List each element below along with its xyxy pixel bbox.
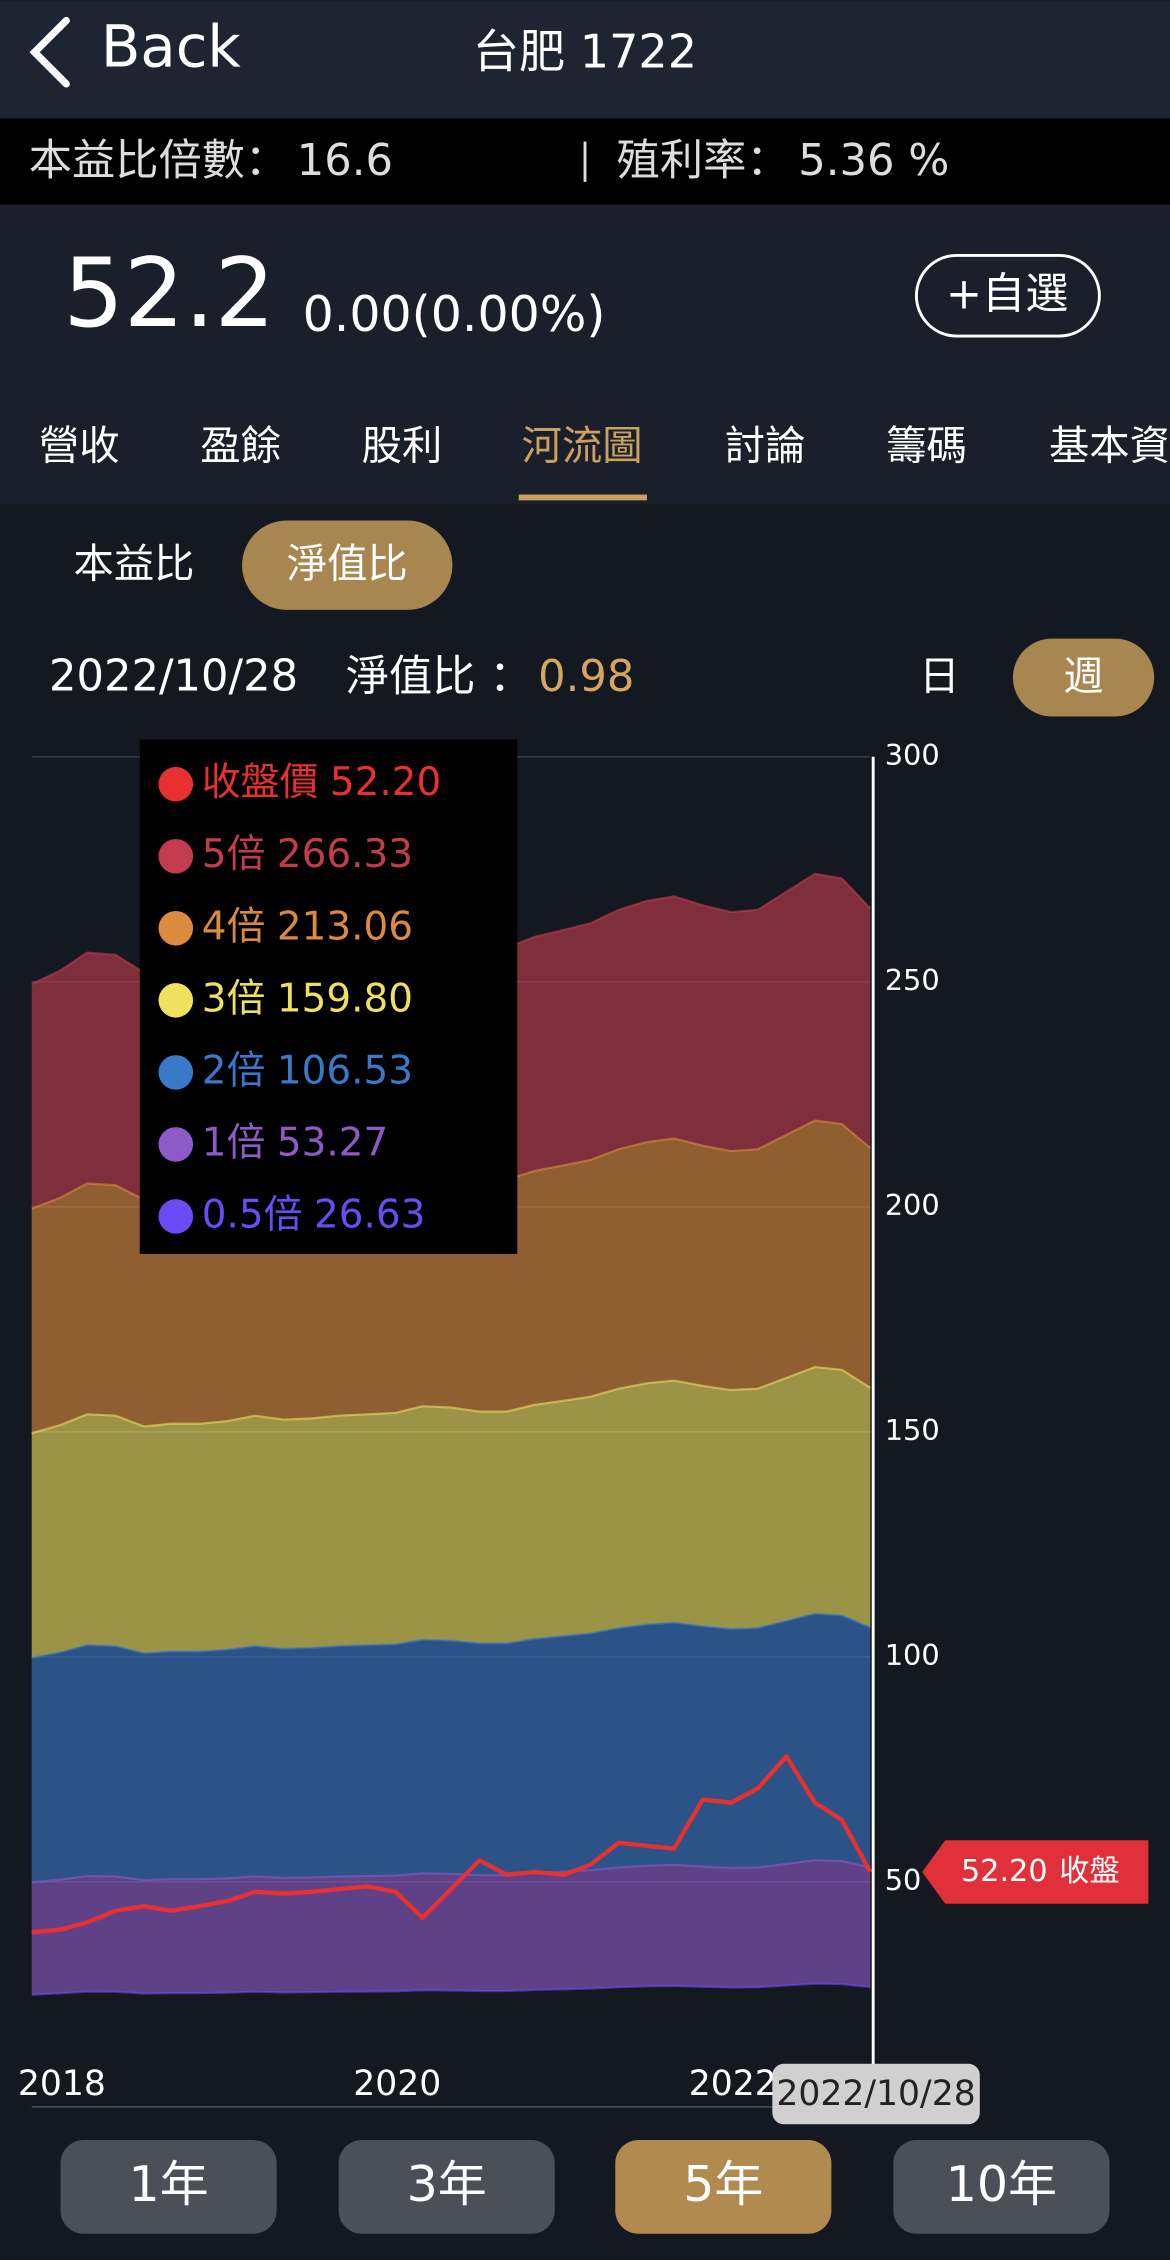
range-label[interactable]: 5年 (683, 2156, 763, 2213)
tab[interactable]: 籌碼 (886, 422, 967, 469)
cursor-date-box (772, 2063, 980, 2125)
tooltip-name: 4倍 (202, 904, 266, 949)
tooltip-name: 1倍 (202, 1120, 266, 1165)
price-tag (922, 1840, 1149, 1904)
tooltip-item: 1倍 53.27 (202, 1120, 389, 1165)
range-label[interactable]: 10年 (946, 2156, 1057, 2213)
nav-bar (0, 0, 1170, 119)
ratio-value: 0.98 (538, 652, 634, 702)
river-band (31, 1367, 871, 1658)
period-toggle: 日週 (919, 638, 1155, 717)
band-line (31, 1612, 871, 1659)
back-icon[interactable] (29, 16, 70, 88)
band-line (31, 1365, 871, 1435)
tooltip-name: 2倍 (202, 1048, 266, 1093)
river-band (31, 1860, 871, 1995)
tab[interactable]: 河流圖 (522, 422, 643, 469)
sub-tab[interactable]: 本益比 (74, 541, 195, 588)
tooltip-value: 266.33 (277, 832, 413, 877)
range-button[interactable] (893, 2140, 1110, 2234)
y-tick-label: 250 (885, 963, 940, 997)
sub-tab[interactable]: 淨值比 (287, 541, 408, 588)
tab[interactable]: 股利 (362, 422, 443, 469)
range-button[interactable] (60, 2140, 277, 2234)
close-line (31, 1754, 873, 1935)
price-tag-value: 52.20 (961, 1854, 1048, 1889)
tab-indicator (518, 494, 647, 501)
sub-tabs: 本益比 淨值比 (74, 520, 453, 610)
river-band (31, 1613, 871, 1883)
tooltip-value: 52.20 (330, 760, 441, 805)
y-tick-label: 50 (885, 1863, 922, 1897)
yield-value: 5.36 % (798, 136, 949, 186)
y-tick-label: 100 (885, 1638, 940, 1672)
price-change: 0.00(0.00%) (303, 286, 606, 343)
x-tick-label: 2022 (689, 2064, 777, 2104)
tooltip-dot (158, 910, 194, 946)
x-tick-label: 2018 (18, 2064, 106, 2104)
tooltip-value: 53.27 (277, 1120, 388, 1165)
page-title: 台肥 1722 (473, 25, 697, 79)
range-label[interactable]: 3年 (407, 2156, 487, 2213)
tab[interactable]: 營收 (39, 422, 120, 469)
tooltip-value: 106.53 (277, 1048, 413, 1093)
tooltip-item: 3倍 159.80 (202, 976, 413, 1021)
band-line (31, 1859, 871, 1884)
price: 52.2 (63, 239, 275, 349)
range-buttons: 1年 3年 5年 10年 (60, 2140, 1110, 2234)
tooltip-dot (158, 766, 194, 802)
tooltip-name: 3倍 (202, 976, 266, 1021)
pe-info: 本益比倍數： 16.6 (29, 136, 393, 186)
period-option[interactable]: 日 (919, 653, 959, 700)
tooltip-dot (158, 1199, 194, 1234)
tooltip-value: 213.06 (277, 904, 413, 949)
watch-label[interactable]: +自選 (946, 270, 1069, 320)
cursor-date: 2022/10/28 (776, 2074, 975, 2114)
yield-info: 殖利率： 5.36 % (617, 136, 950, 186)
selected-date: 2022/10/28 (49, 652, 298, 702)
tab-bar: 營收 盈餘 股利 河流圖 討論 籌碼 基本資 (39, 422, 1170, 501)
tooltip-name: 0.5倍 (202, 1192, 303, 1237)
pe-value: 16.6 (297, 136, 393, 186)
y-tick-label: 200 (885, 1188, 940, 1222)
watch-button[interactable] (914, 253, 1101, 338)
river-chart: 50 100 150 200 250 300 2018 2020 2022 2022/10/28 5… (18, 738, 1149, 2125)
period-option[interactable]: 週 (1063, 653, 1103, 700)
tab[interactable]: 盈餘 (200, 422, 281, 469)
y-tick-label: 150 (885, 1413, 940, 1447)
tooltip-dot (158, 1127, 194, 1162)
range-label[interactable]: 1年 (129, 2156, 209, 2213)
pe-label: 本益比倍數： (29, 136, 288, 186)
tooltip-dot (158, 983, 194, 1018)
tooltip-item: 5倍 266.33 (202, 832, 413, 877)
tooltip-item: 0.5倍 26.63 (202, 1192, 426, 1237)
tooltip-dot (158, 838, 194, 874)
tooltip-name: 5倍 (202, 832, 266, 877)
selected-ratio: 淨值比 ： 0.98 (346, 652, 635, 702)
tooltip-name: 收盤價 (202, 760, 319, 805)
band-line (31, 1982, 871, 1996)
tooltip-value: 159.80 (277, 976, 413, 1021)
ratio-label: 淨值比 ： (346, 652, 533, 702)
tooltip-item: 4倍 213.06 (202, 904, 413, 949)
x-tick-label: 2020 (353, 2064, 441, 2104)
range-button[interactable] (338, 2140, 555, 2234)
price-tag-label: 收盤 (1059, 1854, 1120, 1889)
yield-label: 殖利率： (617, 136, 790, 186)
back-button[interactable]: Back (101, 13, 242, 80)
sub-tab-pill[interactable] (242, 520, 453, 610)
tooltip-value: 26.63 (314, 1192, 425, 1237)
tooltip-item: 收盤價 52.20 (202, 760, 442, 805)
tooltip (139, 739, 518, 1254)
price-tag-text: 52.20 收盤 (961, 1854, 1120, 1889)
period-pill[interactable] (1012, 638, 1155, 717)
tab[interactable]: 討論 (725, 422, 806, 469)
tab[interactable]: 基本資 (1049, 422, 1170, 469)
tooltip-item: 2倍 106.53 (202, 1048, 413, 1093)
range-button[interactable] (615, 2140, 832, 2234)
tooltip-dot (158, 1055, 194, 1090)
y-tick-label: 300 (885, 738, 940, 772)
